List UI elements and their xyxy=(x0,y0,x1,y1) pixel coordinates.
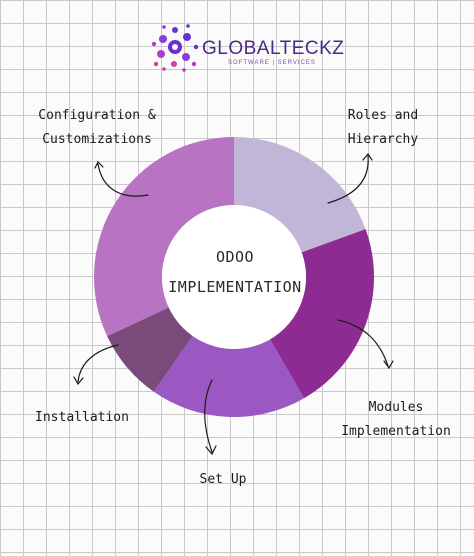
arrow-modules-head xyxy=(383,360,394,370)
label-modules: Modules Implementation xyxy=(326,396,466,444)
label-installation-line1: Installation xyxy=(35,410,129,425)
connector-arrows xyxy=(73,152,394,456)
label-installation: Installation xyxy=(22,406,142,430)
label-configuration-line1: Configuration & xyxy=(38,108,156,123)
label-setup-line1: Set Up xyxy=(199,472,247,487)
arrow-roles-head xyxy=(362,152,373,161)
donut-segment-installation xyxy=(107,307,193,392)
arrow-modules xyxy=(337,319,389,367)
arrow-setup-head xyxy=(205,445,217,456)
center-title-line1: ODOO xyxy=(215,248,255,266)
donut-segment-setup xyxy=(153,335,304,418)
arrow-installation xyxy=(77,344,119,383)
label-modules-line2: Implementation xyxy=(341,424,451,439)
dot-network-logo-icon xyxy=(151,24,199,72)
label-roles-line2: Hierarchy xyxy=(347,132,419,147)
donut-center-hole xyxy=(162,205,306,349)
label-setup: Set Up xyxy=(178,468,268,492)
arrow-configuration-head xyxy=(94,160,104,169)
donut-segment-modules xyxy=(270,229,375,399)
arrow-roles xyxy=(327,155,369,204)
donut-segment-roles xyxy=(234,137,366,253)
brand-name: GLOBALTECKZ xyxy=(202,38,345,59)
donut-segment-configuration xyxy=(94,137,234,337)
arrow-configuration xyxy=(97,163,149,197)
brand-tagline: SOFTWARE | SERVICES xyxy=(228,60,316,66)
label-roles-line1: Roles and xyxy=(347,108,419,123)
center-title-line2: IMPLEMENTATION xyxy=(168,278,302,296)
brand-header: GLOBALTECKZ SOFTWARE | SERVICES xyxy=(150,22,344,74)
label-modules-line1: Modules xyxy=(368,400,424,415)
label-roles: Roles and Hierarchy xyxy=(328,104,438,152)
label-configuration: Configuration & Customizations xyxy=(22,104,172,152)
label-configuration-line2: Customizations xyxy=(42,132,152,147)
arrow-setup xyxy=(204,379,213,453)
arrow-installation-head xyxy=(73,376,84,386)
center-title: ODOO IMPLEMENTATION xyxy=(160,242,310,302)
